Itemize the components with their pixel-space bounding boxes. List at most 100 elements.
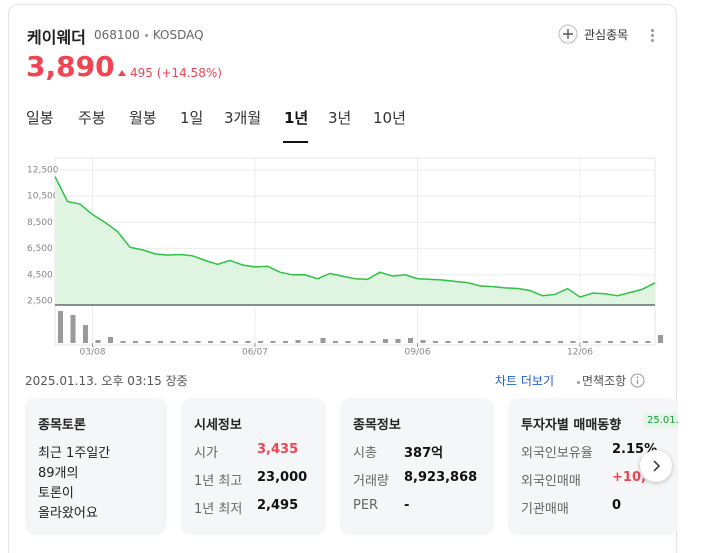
separator [572,372,585,391]
y-tick-label: 10,500 [27,192,59,202]
volume-bar [245,341,251,343]
code: 068100 [94,28,140,42]
change-value: 495 [130,66,153,80]
row-label: 외국인보유율 [521,446,593,461]
next-button[interactable] [640,450,672,482]
row-value: 2,495 [257,498,299,513]
tab[interactable]: 주봉 [78,109,106,127]
chart-more[interactable]: 차트 더보기 [495,374,555,388]
change: 495 (+14.58%) [118,66,222,80]
watch-label: 관심종목 [584,27,629,42]
volume-bar [333,341,338,343]
volume-bar [70,315,76,343]
volume-bar [383,339,388,343]
volume-bar [658,335,663,343]
volume-bar [458,341,463,343]
tab[interactable]: 월봉 [129,109,157,127]
volume-bar [583,341,588,343]
tab[interactable]: 1일 [180,109,204,127]
row-value: 0 [612,498,622,513]
tab[interactable]: 일봉 [26,109,54,127]
volume-bar [195,341,201,343]
card-title: 투자자별 매매동향 [521,418,622,433]
separator [144,34,148,37]
tab[interactable]: 3년 [328,109,352,127]
menu[interactable] [651,29,654,44]
watch-button[interactable]: 관심종목 [558,24,628,44]
row-label: 기관매매 [521,502,569,517]
volume-bar [83,325,88,343]
card-line: 토론이 [38,486,74,501]
plus-icon [558,24,578,44]
volume-bar [508,341,513,343]
volume-bar [170,341,176,343]
stock-name: 케이웨더 [27,28,86,47]
row-label: 1년 최저 [194,502,243,517]
volume-bar [495,341,501,343]
y-tick-label: 6,500 [27,244,53,254]
change-pct: (+14.58%) [156,66,222,80]
volume-bar [95,340,101,343]
row-value: - [404,498,410,513]
y-tick-label: 2,500 [27,297,53,307]
card: 시세정보 시가 3,435 1년 최고 23,000 1년 최저 2,495 [181,398,326,535]
volume-bar [183,341,188,343]
volume-bar [545,341,551,343]
volume-bar [633,341,638,343]
volume-bar [320,338,326,343]
y-tick-label: 8,500 [27,218,53,228]
volume-bar [608,341,613,343]
volume-bar [308,341,313,343]
volume-bar [258,341,263,343]
volume-bar [208,341,213,343]
x-tick-label: 09/06 [405,348,431,358]
up-icon [118,70,126,76]
info-icon [630,373,645,388]
tab[interactable]: 1년 [284,109,309,127]
tab[interactable]: 10년 [373,109,406,127]
volume-bar [595,341,601,343]
volume-bar [470,341,476,343]
area [55,176,655,305]
disclaimer[interactable]: 면책조항 [582,372,645,389]
date-badge: 25.01. [643,413,678,428]
row-label: 거래량 [353,474,389,489]
tab[interactable]: 3개월 [224,109,262,127]
row-value: +10, [612,470,646,485]
volume-bar [295,340,301,343]
volume-bar [558,341,563,343]
volume-bar [408,338,413,343]
volume-bar [233,341,238,343]
volume-bar [145,341,151,343]
row-value: 387억 [404,446,444,461]
volume-bar [270,341,276,343]
row-label: 외국인매매 [521,474,581,489]
timestamp: 2025.01.13. 오후 03:15 장중 [25,374,188,388]
volume-bar [358,341,363,343]
volume-bar [570,341,576,343]
volume-bar [158,341,163,343]
y-tick-label: 4,500 [27,270,53,280]
card: 종목토론 최근 1주일간 89개의 토론이 올라왔어요 [25,398,167,535]
volume-bar [120,341,126,343]
x-tick-label: 12/06 [567,348,593,358]
stock-code: 068100 KOSDAQ [94,28,204,42]
volume-bar [620,341,626,343]
row-label: PER [353,498,379,513]
x-tick-label: 03/08 [80,348,106,358]
volume-bar [108,337,113,343]
volume-bar [58,311,63,343]
y-tick-label: 12,500 [27,166,59,176]
volume-bar [283,341,288,343]
volume-bar [220,341,226,343]
volume-bar [445,341,451,343]
row-value: 8,923,868 [404,470,478,485]
card-title: 종목정보 [353,418,401,433]
chart: 2,500 4,500 6,500 8,500 10,500 12,500 03/08 06/… [27,157,663,358]
volume-bar [370,341,376,343]
volume-bar [133,341,138,343]
tab-underline [283,141,308,143]
price: 3,890 [26,50,115,83]
volume-bar [533,341,538,343]
